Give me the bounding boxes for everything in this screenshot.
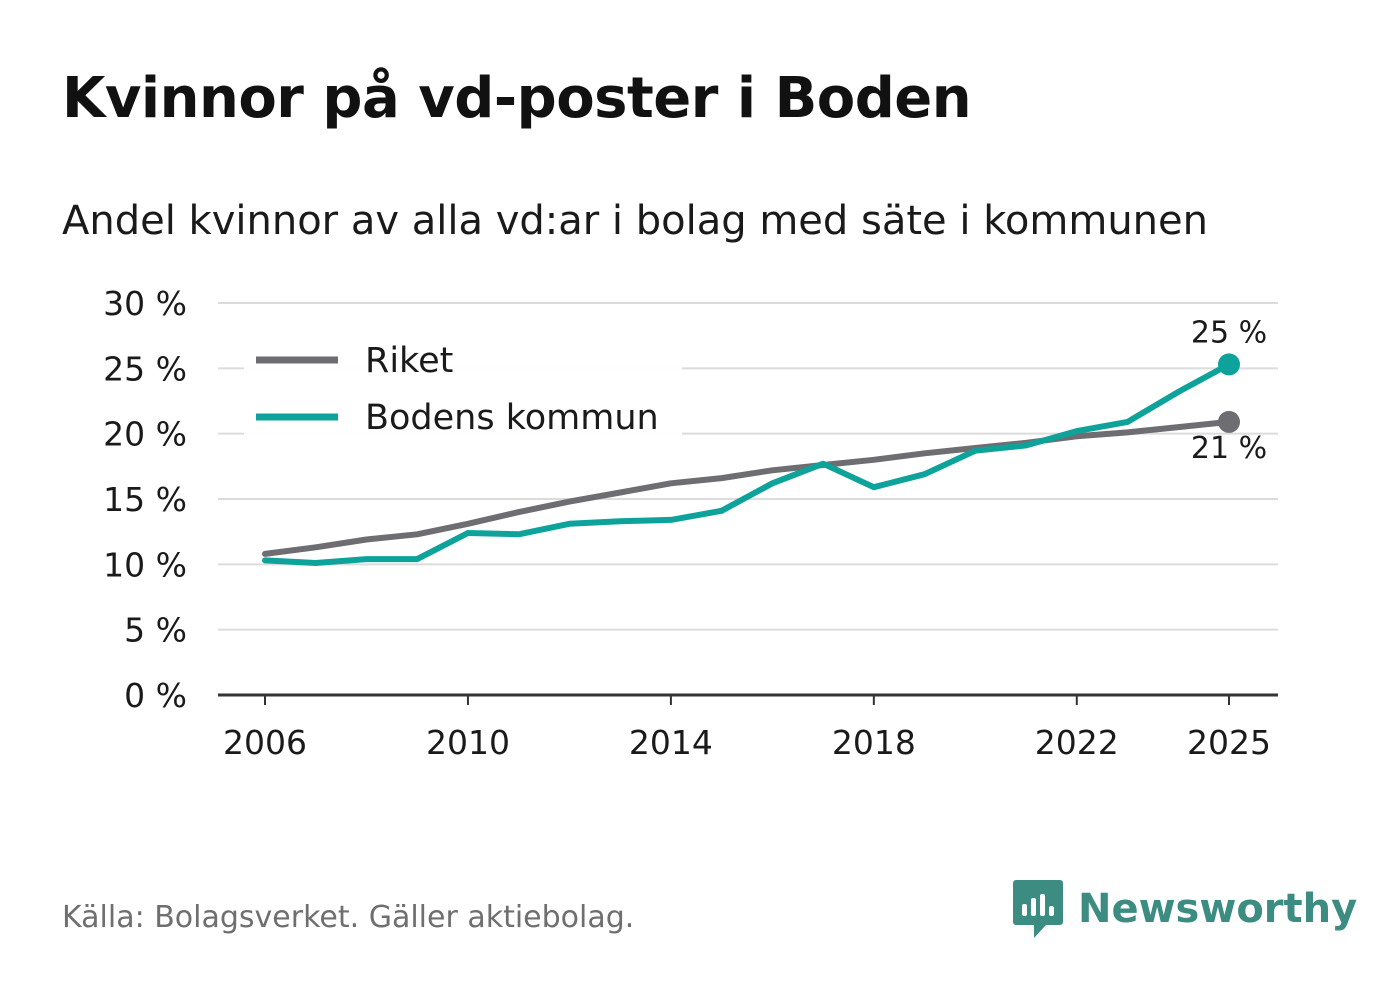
legend-label: Riket [365, 341, 453, 381]
series-end-label: 21 % [1191, 431, 1267, 466]
x-tick-label: 2018 [832, 723, 916, 762]
y-tick-label: 5 % [124, 611, 187, 650]
chart-title: Kvinnor på vd-poster i Boden [62, 66, 972, 131]
brand-logo: Newsworthy [1012, 878, 1357, 940]
y-tick-label: 0 % [124, 676, 187, 715]
brand-name: Newsworthy [1078, 886, 1358, 932]
legend-box [244, 333, 682, 443]
series-end-point [1218, 410, 1240, 433]
y-tick-label: 10 % [103, 545, 187, 584]
x-tick-label: 2010 [426, 723, 510, 762]
y-tick-label: 30 % [103, 284, 187, 323]
chart-subtitle: Andel kvinnor av alla vd:ar i bolag med … [62, 198, 1208, 244]
series-end-label: 25 % [1191, 315, 1267, 350]
y-tick-label: 15 % [103, 480, 187, 519]
legend-label: Bodens kommun [365, 398, 659, 438]
source-note: Källa: Bolagsverket. Gäller aktiebolag. [62, 900, 635, 935]
x-tick-label: 2025 [1187, 723, 1271, 762]
x-tick-label: 2022 [1035, 723, 1119, 762]
x-tick-label: 2014 [629, 723, 713, 762]
y-tick-label: 20 % [103, 415, 187, 454]
line-chart: 0 % 5 % 10 % 15 % 20 % 25 % 30 % 2006 2010 2014 20… [103, 284, 1278, 762]
newsworthy-logo-icon [1013, 880, 1063, 938]
x-tick-label: 2006 [223, 723, 307, 762]
series-line-boden [262, 361, 1232, 566]
series-end-point [1218, 353, 1240, 376]
series-line-riket [262, 418, 1232, 557]
y-tick-label: 25 % [103, 349, 187, 388]
